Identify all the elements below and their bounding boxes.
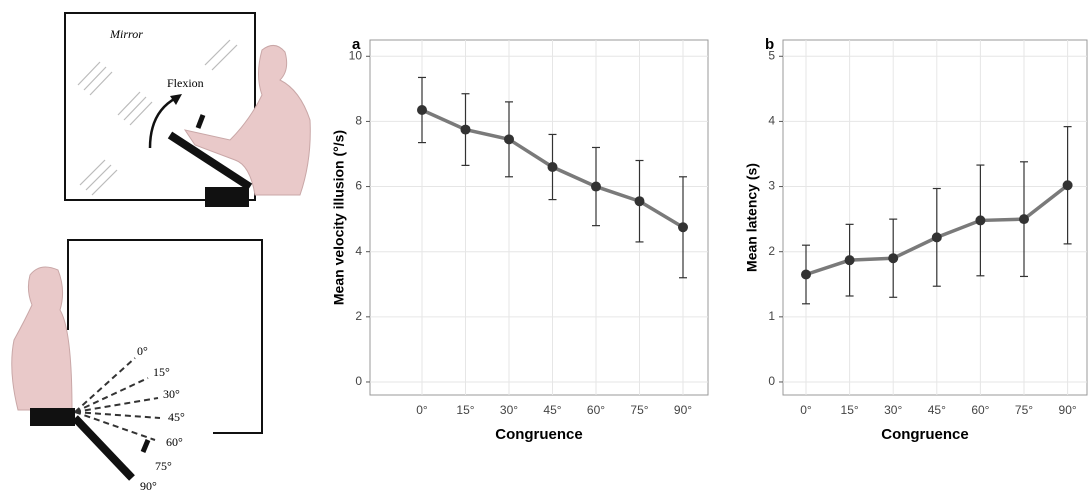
person <box>183 45 311 196</box>
point <box>460 124 471 135</box>
y-tick-label: 1 <box>768 309 775 323</box>
illustration-top: Mirror Flexion <box>64 12 311 207</box>
y-tick-label: 5 <box>768 48 775 62</box>
x-tick-label: 15° <box>456 403 474 417</box>
y-tick-label: 2 <box>355 309 362 323</box>
x-tick-label: 0° <box>416 403 428 417</box>
point <box>634 196 645 207</box>
y-tick-label: 0 <box>355 374 362 388</box>
box-frame <box>67 239 263 434</box>
y-axis-label: Mean velocity illusion (°/s) <box>331 130 347 305</box>
point <box>504 134 514 145</box>
mirror-hatch <box>77 39 238 196</box>
y-tick-label: 3 <box>768 179 775 193</box>
point <box>844 255 855 266</box>
point <box>678 222 688 233</box>
angle-label: 75° <box>155 459 172 473</box>
x-tick-label: 60° <box>971 403 989 417</box>
x-tick-label: 75° <box>1015 403 1033 417</box>
flexion-label: Flexion <box>167 76 204 90</box>
plot-area <box>369 39 709 396</box>
manipulandum <box>167 131 253 191</box>
point <box>1019 214 1029 225</box>
y-tick-label: 8 <box>355 114 362 128</box>
x-tick-label: 90° <box>674 403 692 417</box>
panel-label: b <box>765 36 774 53</box>
manipulandum <box>72 415 135 481</box>
angle-label: 90° <box>140 479 157 492</box>
y-tick-label: 4 <box>355 244 362 258</box>
plot-area <box>782 39 1088 396</box>
mirror-frame <box>64 12 256 201</box>
point <box>591 181 601 192</box>
point <box>975 215 986 226</box>
angle-label: 45° <box>168 410 185 424</box>
flexion-arrow <box>148 96 177 149</box>
illustration-bottom: 0° 15° 30° 45° 60° 75° 90° <box>11 239 263 492</box>
x-axis-label: Congruence <box>495 426 583 443</box>
y-axis-label: Mean latency (s) <box>744 163 760 272</box>
x-tick-label: 45° <box>543 403 561 417</box>
y-tick-label: 2 <box>768 244 775 258</box>
y-tick-label: 0 <box>768 374 775 388</box>
point <box>1062 180 1073 191</box>
point <box>417 105 427 116</box>
x-tick-label: 60° <box>587 403 605 417</box>
y-tick-label: 6 <box>355 179 362 193</box>
point <box>888 253 899 264</box>
angle-label: 0° <box>137 344 148 358</box>
base <box>30 408 75 426</box>
base <box>205 187 249 207</box>
angle-label: 30° <box>163 387 180 401</box>
handle <box>195 114 206 129</box>
mirror-label: Mirror <box>109 27 143 41</box>
x-tick-label: 75° <box>630 403 648 417</box>
angle-rays <box>74 357 161 441</box>
point <box>931 232 942 243</box>
point <box>547 162 558 173</box>
panel-label: a <box>352 36 361 53</box>
angle-label: 60° <box>166 435 183 449</box>
x-tick-label: 30° <box>884 403 902 417</box>
point <box>801 269 811 280</box>
x-tick-label: 15° <box>841 403 859 417</box>
x-tick-label: 0° <box>800 403 812 417</box>
angle-label: 15° <box>153 365 170 379</box>
x-axis-label: Congruence <box>881 426 969 443</box>
x-tick-label: 90° <box>1059 403 1077 417</box>
handle <box>140 439 151 453</box>
x-tick-label: 45° <box>928 403 946 417</box>
person <box>11 266 73 411</box>
arrow-head <box>170 94 182 105</box>
y-tick-label: 4 <box>768 114 775 128</box>
x-tick-label: 30° <box>500 403 518 417</box>
y-tick-label: 10 <box>349 48 363 62</box>
